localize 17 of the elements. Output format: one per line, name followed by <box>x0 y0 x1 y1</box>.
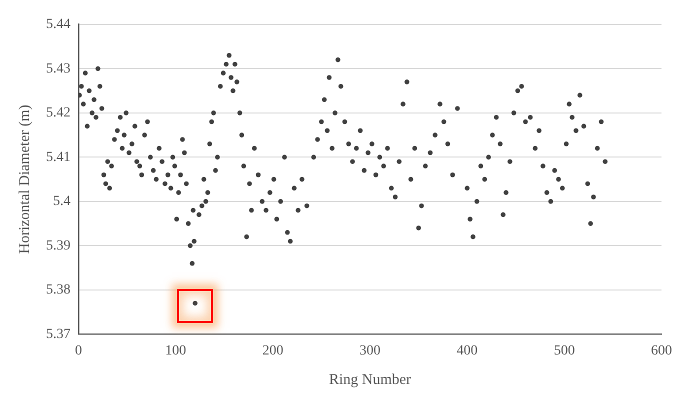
x-tick-label: 0 <box>75 343 82 358</box>
y-tick-label: 5.39 <box>46 238 70 254</box>
x-tick-label: 300 <box>360 343 380 358</box>
y-tick-label: 5.42 <box>46 106 70 121</box>
x-axis-title: Ring Number <box>328 372 412 388</box>
x-tick-label: 200 <box>262 343 284 358</box>
x-tick-label: 400 <box>456 343 478 358</box>
y-tick-label: 5.38 <box>46 282 70 298</box>
y-tick-label: 5.44 <box>46 17 70 32</box>
y-tick-label: 5.4 <box>53 194 70 210</box>
x-tick-label: 100 <box>165 343 186 358</box>
x-tick-label: 500 <box>554 343 575 358</box>
y-tick-label: 5.37 <box>46 326 70 342</box>
y-tick-label: 5.43 <box>46 61 70 76</box>
y-tick-label: 5.41 <box>46 150 70 165</box>
x-tick-label: 600 <box>651 343 672 358</box>
y-axis-title: Horizontal Diameter (m) <box>16 104 33 254</box>
